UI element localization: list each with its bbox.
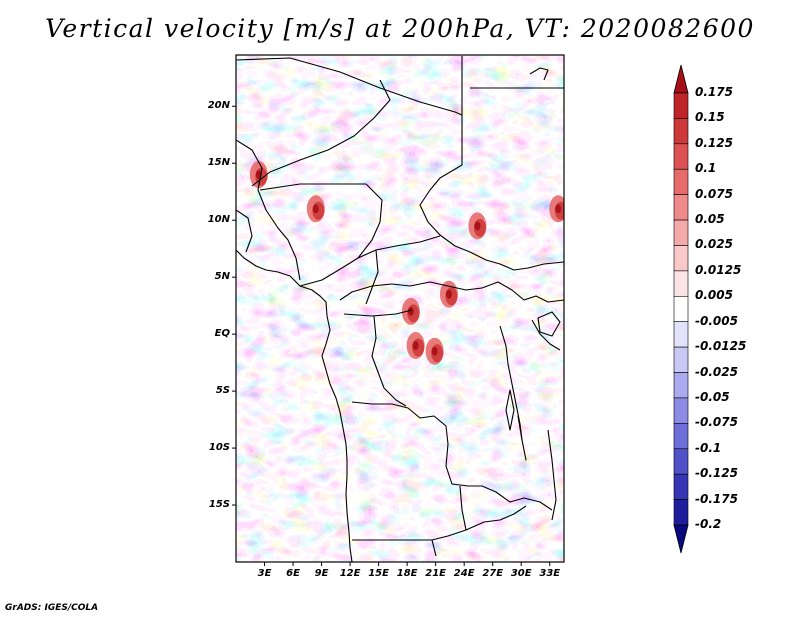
colorbar-segment xyxy=(673,295,689,323)
colorbar-segment xyxy=(673,372,689,399)
colorbar-label: 0.125 xyxy=(695,135,733,150)
grads-credit: GrADS: IGES/COLA xyxy=(5,603,99,613)
colorbar-label: -0.0125 xyxy=(695,339,747,354)
colorbar-segment xyxy=(673,346,689,373)
lat-label: 10S xyxy=(208,442,230,454)
lon-label: 15E xyxy=(368,568,389,579)
lat-label: 10N xyxy=(207,214,230,226)
lon-label: 12E xyxy=(339,568,361,579)
colorbar-label: 0.005 xyxy=(695,288,733,303)
strong-ascent-spot xyxy=(401,297,420,325)
plot-title: Vertical velocity [m/s] at 200hPa, VT: 2… xyxy=(45,14,755,43)
colorbar-label: 0.175 xyxy=(695,85,733,99)
colorbar-label: -0.2 xyxy=(695,517,722,531)
colorbar-segment xyxy=(673,245,689,272)
colorbar-segment xyxy=(673,397,689,424)
colorbar-segment xyxy=(673,473,689,500)
strong-ascent-spot xyxy=(468,212,487,240)
lon-label: 9E xyxy=(314,568,329,579)
lon-label: 3E xyxy=(257,568,272,579)
map-frame xyxy=(235,54,565,563)
colorbar-min-arrow xyxy=(673,524,689,554)
colorbar-label: 0.075 xyxy=(695,186,733,201)
colorbar-segment xyxy=(673,194,689,221)
strong-ascent-spot xyxy=(406,332,425,360)
colorbar-segment xyxy=(673,168,689,195)
strong-ascent-spot xyxy=(549,195,564,223)
colorbar xyxy=(673,64,689,554)
axis-ticks xyxy=(232,105,551,566)
colorbar-segment xyxy=(673,219,689,246)
lat-label: EQ xyxy=(214,328,230,340)
colorbar-label: 0.0125 xyxy=(695,262,742,277)
lon-label: 21E xyxy=(425,568,447,579)
colorbar-segment xyxy=(673,270,689,297)
lat-label: 20N xyxy=(207,100,230,112)
lat-label: 5N xyxy=(214,271,230,283)
lat-label: 15N xyxy=(207,157,230,169)
colorbar-max-arrow xyxy=(673,64,689,94)
colorbar-segment xyxy=(673,143,689,170)
colorbar-segment xyxy=(673,499,689,526)
colorbar-label: 0.15 xyxy=(695,110,725,125)
colorbar-label: -0.05 xyxy=(695,389,730,404)
lat-label: 15S xyxy=(208,499,230,511)
colorbar-label: 0.1 xyxy=(695,161,717,176)
lat-label: 5S xyxy=(215,385,230,397)
colorbar-label: -0.075 xyxy=(695,415,738,430)
colorbar-label: -0.025 xyxy=(695,364,738,379)
strong-ascent-spot xyxy=(425,337,444,365)
velocity-field xyxy=(236,55,564,562)
colorbar-segment xyxy=(673,321,689,348)
colorbar-segment xyxy=(673,118,689,145)
colorbar-segment xyxy=(673,448,689,475)
lon-label: 33E xyxy=(539,568,561,579)
colorbar-label: 0.05 xyxy=(695,212,725,227)
colorbar-segment xyxy=(673,423,689,450)
country-borders xyxy=(236,56,564,562)
lon-label: 24E xyxy=(453,568,475,579)
lon-label: 18E xyxy=(396,568,418,579)
colorbar-segment xyxy=(673,92,689,119)
colorbar-label: 0.025 xyxy=(695,237,733,252)
strong-ascent-spot xyxy=(306,195,325,223)
colorbar-label: -0.175 xyxy=(695,491,738,506)
colorbar-label: -0.125 xyxy=(695,466,738,481)
colorbar-label: -0.005 xyxy=(695,313,738,328)
lon-label: 27E xyxy=(482,568,504,579)
lon-label: 30E xyxy=(510,568,532,579)
lon-label: 6E xyxy=(286,568,300,579)
colorbar-label: -0.1 xyxy=(695,440,722,455)
